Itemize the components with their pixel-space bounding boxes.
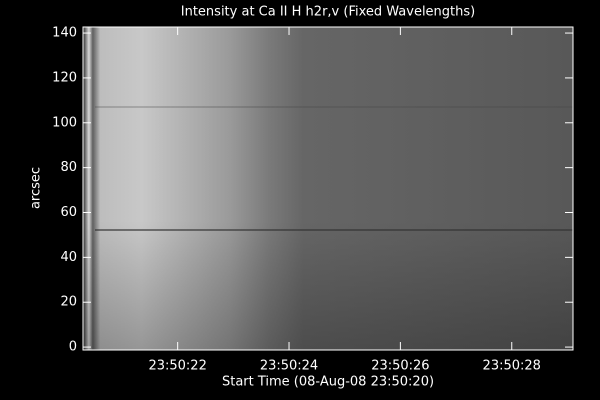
plot-frame	[82, 26, 574, 351]
y-tick-label: 140	[52, 26, 77, 41]
x-tick-label: 23:50:28	[483, 359, 541, 374]
x-axis-label: Start Time (08-Aug-08 23:50:20)	[222, 375, 434, 390]
x-tick-label: 23:50:24	[260, 359, 318, 374]
y-tick-label: 100	[52, 115, 77, 130]
y-tick-label: 20	[60, 295, 77, 310]
y-tick-label: 40	[60, 250, 77, 265]
y-tick-label: 60	[60, 205, 77, 220]
image-shade	[83, 27, 573, 350]
y-tick-label: 0	[69, 340, 77, 355]
x-tick-label: 23:50:26	[371, 359, 429, 374]
x-tick-label: 23:50:22	[148, 359, 206, 374]
y-tick-label: 120	[52, 70, 77, 85]
y-axis-label: arcsec	[29, 167, 44, 209]
y-tick-label: 80	[60, 160, 77, 175]
chart-title: Intensity at Ca II H h2r,v (Fixed Wavele…	[181, 5, 475, 20]
